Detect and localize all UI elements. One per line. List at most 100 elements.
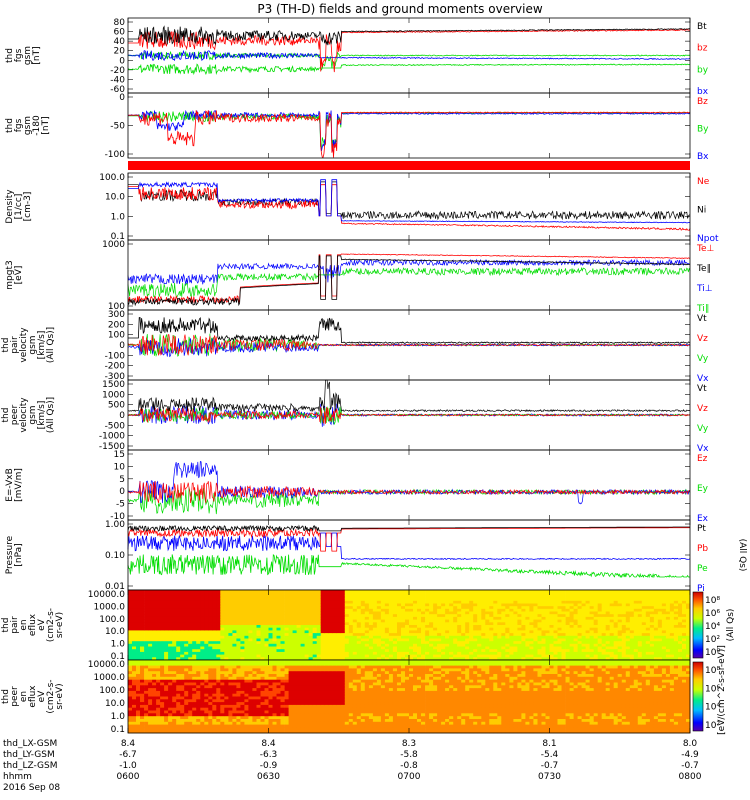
spectrogram-cell (380, 641, 386, 645)
spectrogram-cell (328, 625, 334, 629)
spectrogram-cell (593, 606, 599, 610)
spectrogram-cell (236, 633, 241, 637)
spectrogram-cell (517, 657, 522, 661)
spectrogram-cell (457, 633, 462, 637)
spectrogram-cell (597, 606, 603, 610)
spectrogram-cell (469, 633, 474, 637)
spectrogram-cell (673, 651, 679, 655)
spectrogram-cell (240, 616, 245, 620)
spectrogram-cell (633, 590, 639, 594)
spectrogram-cell (421, 590, 426, 594)
spectrogram-cell (505, 603, 510, 607)
spectrogram-cell (344, 608, 350, 612)
spectrogram-cell (308, 614, 313, 618)
spectrogram-cell (188, 721, 193, 725)
spectrogram-cell (272, 721, 277, 725)
spectrogram-cell (364, 590, 370, 594)
spectrogram-cell (168, 707, 173, 711)
spectrogram-cell (589, 598, 594, 602)
panel-ylabel: -180 (32, 115, 42, 136)
spectrogram-cell (497, 635, 502, 639)
spectrogram-cell (621, 635, 627, 639)
spectrogram-cell (593, 649, 599, 653)
spectrogram-cell (561, 622, 566, 626)
colorbar-tick: 10² (705, 635, 720, 645)
spectrogram-cell (417, 649, 422, 653)
spectrogram-cell (437, 625, 442, 629)
y-tick-label: 10.0 (105, 699, 125, 709)
spectrogram-cell (196, 660, 201, 664)
panel-ylabel: [eV] (14, 266, 24, 285)
spectrogram-cell (176, 730, 181, 734)
spectrogram-cell (372, 595, 378, 599)
spectrogram-cell (200, 595, 205, 599)
spectrogram-cell (585, 595, 590, 599)
spectrogram-cell (557, 600, 562, 604)
spectrogram-cell (136, 619, 141, 623)
spectrogram-cell (356, 611, 362, 615)
spectrogram-cell (605, 625, 611, 629)
spectrogram-cell (220, 702, 225, 706)
spectrogram-cell (220, 688, 225, 692)
spectrogram-cell (549, 598, 554, 602)
spectrogram-cell (553, 654, 558, 658)
spectrogram-cell (184, 616, 189, 620)
spectrogram-cell (360, 598, 366, 602)
spectrogram-cell (144, 727, 149, 731)
panel-ylabel: fgs (14, 48, 24, 62)
spectrogram-cell (669, 633, 675, 637)
spectrogram-cell (513, 641, 518, 645)
spectrogram-cell (232, 727, 237, 731)
spectrogram-cell (200, 619, 205, 623)
spectrogram-cell (232, 662, 237, 666)
spectrogram-cell (204, 633, 209, 637)
spectrogram-cell (204, 651, 209, 655)
spectrogram-cell (164, 595, 169, 599)
spectrogram-cell (633, 641, 639, 645)
spectrogram-cell (176, 724, 181, 728)
spectrogram-cell (477, 590, 482, 594)
spectrogram-cell (368, 611, 374, 615)
spectrogram-cell (368, 638, 374, 642)
spectrogram-cell (212, 688, 217, 692)
y-tick-label: 1000.0 (94, 602, 126, 612)
spectrogram-cell (549, 627, 554, 631)
spectrogram-cell (661, 603, 667, 607)
spectrogram-cell (437, 646, 442, 650)
spectrogram-cell (204, 696, 209, 700)
spectrogram-cell (160, 616, 165, 620)
spectrogram-cell (140, 668, 145, 672)
spectrogram-cell (481, 649, 486, 653)
spectrogram-cell (328, 627, 334, 631)
spectrogram-cell (497, 619, 502, 623)
spectrogram-cell (517, 635, 522, 639)
spectrogram-cell (384, 654, 390, 658)
spectrogram-cell (148, 651, 153, 655)
spectrogram-cell (549, 619, 554, 623)
spectrogram-cell (621, 641, 627, 645)
spectrogram-cell (485, 608, 490, 612)
spectrogram-cell (216, 665, 221, 669)
spectrogram-cell (196, 662, 201, 666)
spectrogram-cell (601, 630, 607, 634)
spectrogram-cell (529, 608, 534, 612)
spectrogram-cell (376, 595, 382, 599)
spectrogram-cell (609, 657, 615, 661)
spectrogram-cell (292, 641, 297, 645)
spectrogram-cell (184, 654, 189, 658)
spectrogram-cell (188, 707, 193, 711)
spectrogram-cell (657, 625, 663, 629)
spectrogram-cell (312, 590, 318, 594)
spectrogram-cell (160, 688, 165, 692)
spectrogram-cell (433, 649, 438, 653)
spectrogram-cell (216, 622, 221, 626)
spectrogram-cell (641, 633, 647, 637)
spectrogram-cell (132, 611, 137, 615)
spectrogram-cell (156, 633, 161, 637)
spectrogram-cell (220, 606, 225, 610)
spectrogram-cell (324, 625, 330, 629)
spectrogram-cell (497, 592, 502, 596)
spectrogram-cell (308, 606, 313, 610)
spectrogram-cell (481, 638, 486, 642)
spectrogram-cell (312, 608, 318, 612)
